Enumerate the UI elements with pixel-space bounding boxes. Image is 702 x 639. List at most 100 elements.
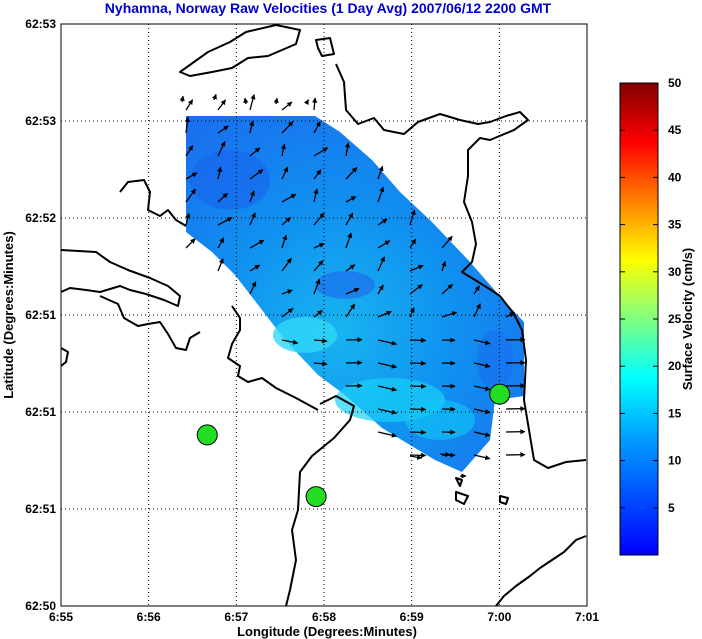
velocity-vector: [185, 238, 196, 249]
velocity-vector: [273, 97, 279, 105]
velocity-vector: [377, 408, 398, 415]
velocity-vector: [249, 190, 255, 203]
y-tick-label: 62:51: [25, 405, 56, 419]
velocity-vector: [249, 212, 256, 226]
coastline-segment: [119, 179, 187, 227]
velocity-vector: [313, 188, 319, 203]
velocity-vector: [313, 278, 321, 295]
colorbar-tick-label: 35: [668, 218, 682, 232]
speed-patch: [315, 271, 375, 299]
velocity-vector: [281, 339, 299, 345]
colorbar: [619, 82, 659, 556]
velocity-vector: [473, 408, 491, 415]
velocity-vector: [344, 142, 351, 157]
velocity-vector: [185, 172, 198, 180]
coastline: [61, 24, 587, 606]
radar-site-marker: [196, 424, 218, 446]
velocity-vector: [439, 451, 451, 458]
coastline-segment: [61, 347, 69, 367]
velocity-vector: [409, 238, 417, 249]
velocity-vector: [377, 186, 385, 203]
velocity-vector: [249, 94, 256, 111]
velocity-vector: [249, 239, 265, 249]
velocity-vector: [409, 284, 423, 295]
velocity-vector: [441, 235, 453, 249]
velocity-vector: [313, 212, 325, 226]
velocity-vector: [473, 385, 491, 392]
velocity-vector: [345, 232, 353, 249]
velocity-vector: [409, 209, 416, 226]
velocity-vector: [473, 339, 491, 346]
velocity-vector: [312, 97, 318, 111]
velocity-vector: [249, 169, 264, 180]
velocity-vector: [377, 240, 391, 249]
velocity-vector: [313, 147, 329, 157]
velocity-vector: [409, 454, 423, 460]
grid-lines: [61, 24, 587, 606]
velocity-vector: [212, 93, 217, 101]
velocity-vector: [185, 188, 197, 203]
velocity-vector: [377, 218, 388, 226]
colorbar-tick-label: 40: [668, 170, 682, 184]
colorbar-tick-label: 10: [668, 454, 682, 468]
velocity-vector: [345, 287, 360, 295]
velocity-vector: [243, 97, 249, 105]
coastline-segment: [315, 37, 335, 57]
x-tick-label: 6:57: [224, 610, 248, 624]
x-axis-label: Longitude (Degrees:Minutes): [237, 624, 417, 639]
velocity-vector: [217, 166, 223, 180]
x-tick-labels: 6:55 6:56 6:57 6:58 6:59 7:00 7:01: [49, 610, 599, 624]
velocity-vector: [441, 260, 447, 272]
y-tick-label: 62:53: [25, 17, 56, 31]
velocity-vector: [377, 256, 386, 272]
velocity-field: [186, 116, 524, 472]
velocity-vector: [345, 167, 358, 180]
y-tick-label: 62:52: [25, 211, 56, 225]
coastline-segment: [227, 305, 319, 411]
colorbar-tick-labels: 5 10 15 20 25 30 35 40 45 50: [620, 76, 682, 515]
velocity-vector: [185, 99, 194, 111]
velocity-vector: [179, 95, 185, 103]
velocity-vector: [345, 195, 357, 203]
x-tick-label: 6:58: [312, 610, 336, 624]
coastline-segment: [179, 24, 301, 77]
velocity-vector: [281, 193, 297, 203]
coastline-segment: [335, 63, 529, 297]
velocity-vector: [313, 242, 325, 249]
colorbar-tick-label: 20: [668, 359, 682, 373]
velocity-vector: [281, 101, 293, 111]
velocity-vector: [377, 165, 384, 180]
speed-patch: [477, 330, 513, 390]
velocity-vector: [217, 141, 226, 157]
velocity-vector: [217, 125, 229, 134]
coastline-segment: [499, 295, 587, 469]
velocity-vector: [409, 264, 424, 272]
coastline-segment: [495, 535, 587, 606]
colorbar-tick-label: 30: [668, 265, 682, 279]
velocity-vector: [185, 145, 194, 157]
radar-site-marker: [489, 383, 511, 405]
velocity-vector: [281, 307, 294, 318]
radar-sites: [196, 383, 511, 508]
radar-site-marker: [305, 486, 327, 508]
x-tick-label: 7:01: [575, 610, 599, 624]
y-tick-label: 62:51: [25, 308, 56, 322]
velocity-vector: [505, 312, 515, 318]
colorbar-label: Surface Velocity (cm/s): [680, 248, 695, 390]
x-tick-label: 6:56: [137, 610, 161, 624]
velocity-vector: [473, 431, 491, 438]
coastline-segment: [499, 495, 509, 505]
y-tick-label: 62:53: [25, 114, 56, 128]
colorbar-tick-label: 50: [668, 76, 682, 90]
velocity-vector: [473, 285, 481, 295]
velocity-vector: [217, 99, 227, 111]
colorbar-tick-label: 15: [668, 406, 682, 420]
velocity-vector: [377, 431, 398, 438]
velocity-vector: [345, 264, 356, 272]
velocity-vector: [303, 99, 310, 106]
velocity-vector: [184, 116, 190, 134]
velocity-vector: [313, 361, 328, 367]
colorbar-tick-label: 5: [668, 501, 675, 515]
velocity-vector: [377, 310, 392, 318]
